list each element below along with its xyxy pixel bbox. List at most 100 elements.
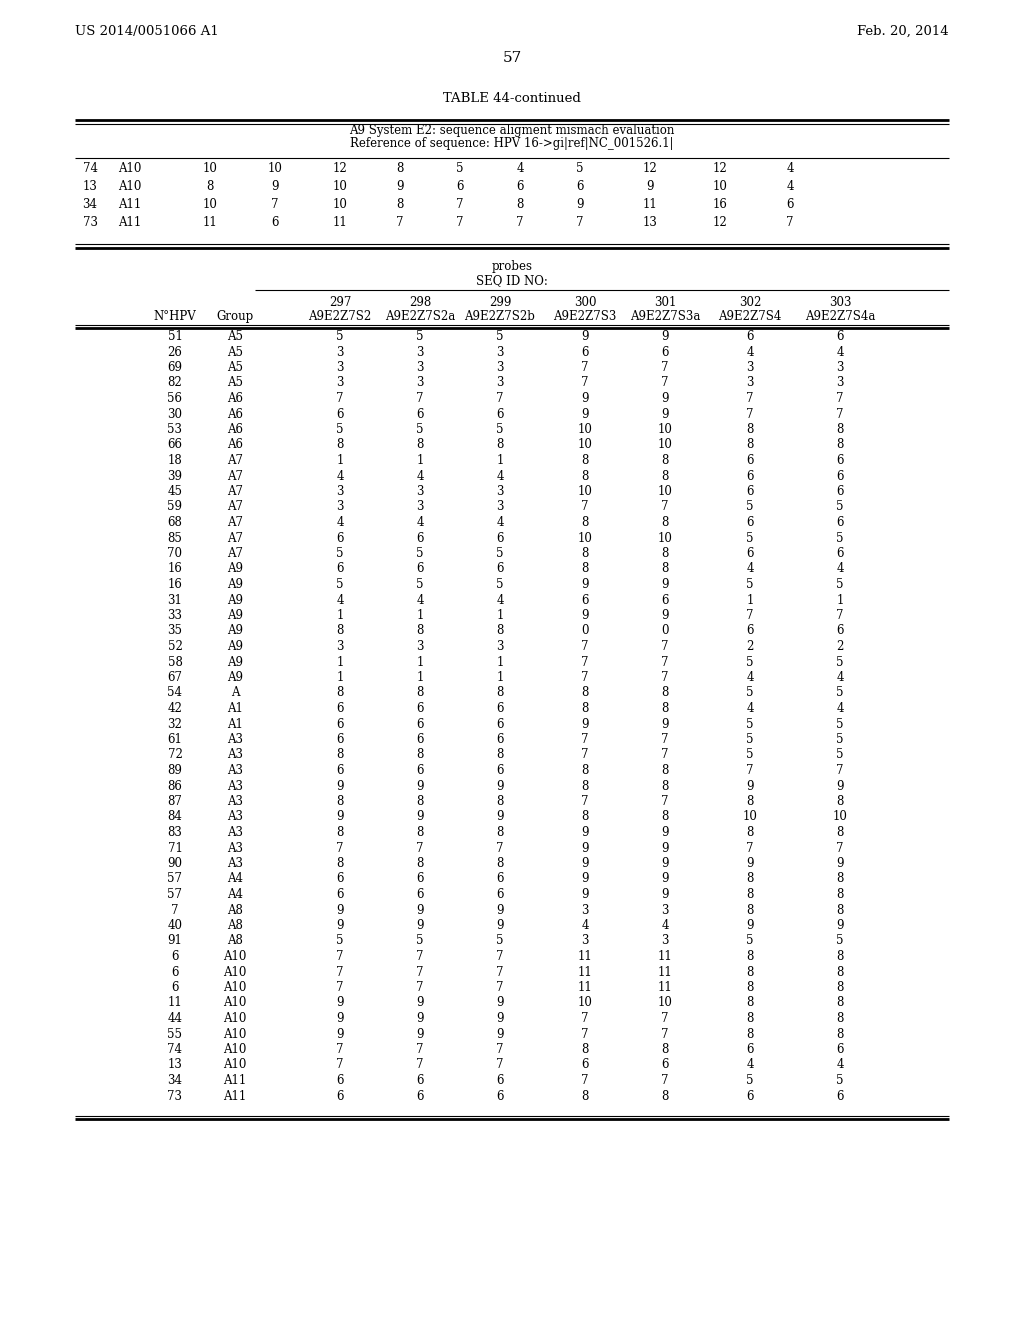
- Text: 6: 6: [416, 764, 424, 777]
- Text: 6: 6: [171, 981, 179, 994]
- Text: 6: 6: [746, 516, 754, 529]
- Text: 8: 8: [746, 1027, 754, 1040]
- Text: 8: 8: [497, 795, 504, 808]
- Text: 9: 9: [577, 198, 584, 211]
- Text: 9: 9: [416, 919, 424, 932]
- Text: 9: 9: [497, 903, 504, 916]
- Text: 9: 9: [662, 888, 669, 902]
- Text: 5: 5: [837, 718, 844, 730]
- Text: 9: 9: [837, 780, 844, 792]
- Text: 7: 7: [582, 376, 589, 389]
- Text: 6: 6: [746, 1089, 754, 1102]
- Text: 9: 9: [336, 1027, 344, 1040]
- Text: 9: 9: [746, 857, 754, 870]
- Text: 9: 9: [662, 392, 669, 405]
- Text: 8: 8: [837, 795, 844, 808]
- Text: 10: 10: [333, 198, 347, 211]
- Text: 1: 1: [336, 454, 344, 467]
- Text: 6: 6: [746, 484, 754, 498]
- Text: 11: 11: [168, 997, 182, 1010]
- Text: 3: 3: [336, 376, 344, 389]
- Text: 3: 3: [416, 346, 424, 359]
- Text: probes: probes: [492, 260, 532, 273]
- Text: 7: 7: [786, 216, 794, 228]
- Text: 8: 8: [417, 857, 424, 870]
- Text: 8: 8: [746, 873, 754, 886]
- Text: 11: 11: [578, 981, 592, 994]
- Text: 6: 6: [582, 1059, 589, 1072]
- Text: 7: 7: [582, 795, 589, 808]
- Text: 4: 4: [516, 162, 523, 176]
- Text: A10: A10: [223, 997, 247, 1010]
- Text: 5: 5: [336, 546, 344, 560]
- Text: 4: 4: [786, 180, 794, 193]
- Text: 4: 4: [582, 919, 589, 932]
- Text: 6: 6: [416, 562, 424, 576]
- Text: 8: 8: [582, 562, 589, 576]
- Text: 8: 8: [417, 438, 424, 451]
- Text: 7: 7: [416, 1043, 424, 1056]
- Text: 6: 6: [746, 454, 754, 467]
- Text: A9: A9: [227, 562, 243, 576]
- Text: A10: A10: [223, 950, 247, 964]
- Text: 8: 8: [837, 903, 844, 916]
- Text: 4: 4: [662, 919, 669, 932]
- Text: Feb. 20, 2014: Feb. 20, 2014: [857, 25, 949, 38]
- Text: A8: A8: [227, 919, 243, 932]
- Text: 8: 8: [336, 438, 344, 451]
- Text: 10: 10: [713, 180, 727, 193]
- Text: A3: A3: [227, 842, 243, 854]
- Text: 70: 70: [168, 546, 182, 560]
- Text: 8: 8: [336, 826, 344, 840]
- Text: A4: A4: [227, 888, 243, 902]
- Text: 6: 6: [837, 484, 844, 498]
- Text: 8: 8: [662, 764, 669, 777]
- Text: 6: 6: [336, 764, 344, 777]
- Text: 8: 8: [837, 950, 844, 964]
- Text: 3: 3: [336, 500, 344, 513]
- Text: 5: 5: [746, 578, 754, 591]
- Text: 9: 9: [336, 997, 344, 1010]
- Text: 8: 8: [396, 198, 403, 211]
- Text: 8: 8: [497, 624, 504, 638]
- Text: 9: 9: [497, 1012, 504, 1026]
- Text: 5: 5: [416, 935, 424, 948]
- Text: 3: 3: [497, 484, 504, 498]
- Text: 57: 57: [168, 873, 182, 886]
- Text: 1: 1: [336, 609, 344, 622]
- Text: 3: 3: [416, 640, 424, 653]
- Text: 5: 5: [457, 162, 464, 176]
- Text: 3: 3: [336, 640, 344, 653]
- Text: A3: A3: [227, 748, 243, 762]
- Text: 8: 8: [336, 748, 344, 762]
- Text: 8: 8: [662, 702, 669, 715]
- Text: 9: 9: [582, 718, 589, 730]
- Text: 9: 9: [662, 718, 669, 730]
- Text: 5: 5: [497, 546, 504, 560]
- Text: 5: 5: [837, 578, 844, 591]
- Text: 51: 51: [168, 330, 182, 343]
- Text: 6: 6: [171, 965, 179, 978]
- Text: 11: 11: [643, 198, 657, 211]
- Text: 4: 4: [837, 562, 844, 576]
- Text: 6: 6: [837, 1089, 844, 1102]
- Text: 4: 4: [416, 516, 424, 529]
- Text: 7: 7: [336, 842, 344, 854]
- Text: 7: 7: [336, 950, 344, 964]
- Text: 73: 73: [83, 216, 97, 228]
- Text: 1: 1: [417, 454, 424, 467]
- Text: 8: 8: [582, 686, 589, 700]
- Text: A7: A7: [227, 500, 243, 513]
- Text: 7: 7: [582, 733, 589, 746]
- Text: 16: 16: [713, 198, 727, 211]
- Text: 6: 6: [416, 1089, 424, 1102]
- Text: 1: 1: [417, 609, 424, 622]
- Text: A9: A9: [227, 609, 243, 622]
- Text: 8: 8: [497, 748, 504, 762]
- Text: A10: A10: [223, 981, 247, 994]
- Text: A9: A9: [227, 656, 243, 668]
- Text: 9: 9: [662, 408, 669, 421]
- Text: A: A: [230, 686, 240, 700]
- Text: 8: 8: [746, 997, 754, 1010]
- Text: 6: 6: [336, 873, 344, 886]
